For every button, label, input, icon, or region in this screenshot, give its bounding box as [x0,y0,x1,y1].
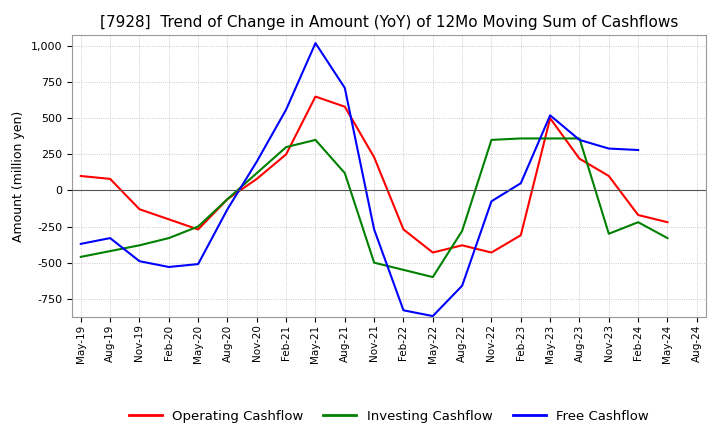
Legend: Operating Cashflow, Investing Cashflow, Free Cashflow: Operating Cashflow, Investing Cashflow, … [124,405,654,429]
Investing Cashflow [634,220,642,225]
Operating Cashflow [575,156,584,161]
Investing Cashflow [253,170,261,176]
Free Cashflow [487,198,496,204]
Investing Cashflow [223,197,232,202]
Free Cashflow [282,107,290,112]
Investing Cashflow [605,231,613,236]
Line: Investing Cashflow: Investing Cashflow [81,139,667,277]
Operating Cashflow [282,152,290,157]
Operating Cashflow [223,197,232,202]
Operating Cashflow [194,227,202,232]
Free Cashflow [164,264,173,270]
Free Cashflow [516,180,525,186]
Operating Cashflow [634,213,642,218]
Title: [7928]  Trend of Change in Amount (YoY) of 12Mo Moving Sum of Cashflows: [7928] Trend of Change in Amount (YoY) o… [99,15,678,30]
Operating Cashflow [164,216,173,222]
Free Cashflow [135,259,144,264]
Investing Cashflow [135,243,144,248]
Operating Cashflow [399,227,408,232]
Investing Cashflow [663,235,672,241]
Operating Cashflow [663,220,672,225]
Operating Cashflow [106,176,114,182]
Line: Free Cashflow: Free Cashflow [81,43,697,316]
Free Cashflow [223,206,232,212]
Investing Cashflow [399,267,408,272]
Investing Cashflow [458,228,467,234]
Free Cashflow [546,113,554,118]
Free Cashflow [634,147,642,153]
Investing Cashflow [341,170,349,176]
Operating Cashflow [605,173,613,179]
Operating Cashflow [370,154,379,160]
Operating Cashflow [487,250,496,255]
Y-axis label: Amount (million yen): Amount (million yen) [12,110,25,242]
Investing Cashflow [370,260,379,265]
Operating Cashflow [516,233,525,238]
Free Cashflow [194,261,202,267]
Free Cashflow [399,308,408,313]
Free Cashflow [106,235,114,241]
Operating Cashflow [135,206,144,212]
Investing Cashflow [282,144,290,150]
Free Cashflow [693,289,701,294]
Investing Cashflow [546,136,554,141]
Investing Cashflow [76,254,85,260]
Free Cashflow [311,40,320,46]
Operating Cashflow [546,116,554,121]
Free Cashflow [458,283,467,288]
Investing Cashflow [164,235,173,241]
Operating Cashflow [76,173,85,179]
Free Cashflow [253,159,261,164]
Investing Cashflow [311,137,320,143]
Free Cashflow [605,146,613,151]
Free Cashflow [370,227,379,232]
Investing Cashflow [575,136,584,141]
Free Cashflow [341,85,349,91]
Operating Cashflow [341,104,349,109]
Free Cashflow [428,313,437,319]
Free Cashflow [76,241,85,246]
Investing Cashflow [106,249,114,254]
Investing Cashflow [487,137,496,143]
Operating Cashflow [253,176,261,182]
Investing Cashflow [516,136,525,141]
Free Cashflow [575,137,584,143]
Operating Cashflow [311,94,320,99]
Operating Cashflow [458,243,467,248]
Investing Cashflow [194,224,202,229]
Line: Operating Cashflow: Operating Cashflow [81,96,667,253]
Operating Cashflow [428,250,437,255]
Investing Cashflow [428,275,437,280]
